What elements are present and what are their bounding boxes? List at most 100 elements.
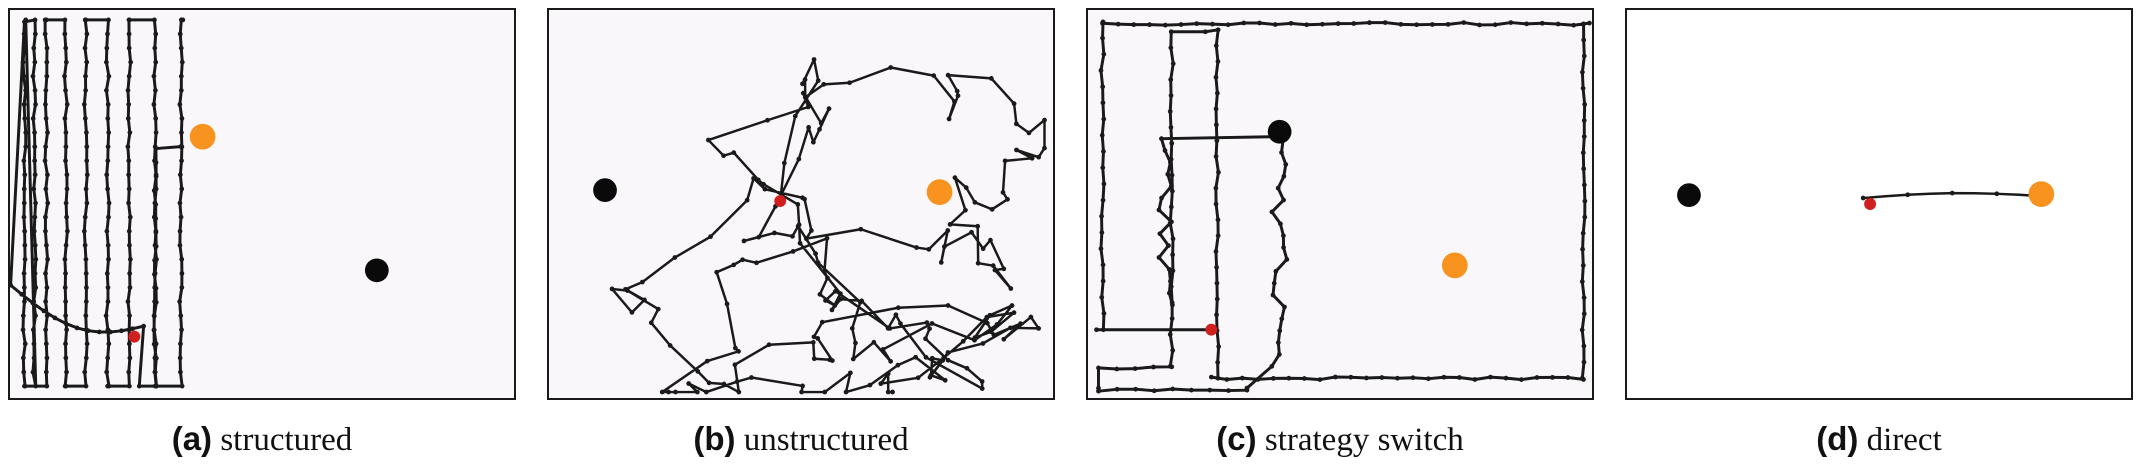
path-marker	[1036, 326, 1042, 331]
path-marker	[1009, 303, 1015, 308]
path-marker	[980, 341, 986, 346]
path-marker	[1215, 359, 1221, 365]
path-marker	[800, 81, 805, 87]
path-marker	[705, 137, 711, 143]
path-marker	[1101, 116, 1107, 122]
path-marker	[1255, 377, 1261, 382]
path-marker	[63, 355, 69, 361]
path-marker	[972, 335, 978, 340]
path-marker	[952, 99, 957, 104]
path-marker	[151, 313, 157, 319]
path-marker	[32, 271, 38, 276]
path-marker	[1580, 230, 1586, 236]
path-marker	[1379, 375, 1385, 380]
path-marker	[178, 313, 184, 319]
caption-label: direct	[1866, 422, 1942, 458]
path-marker	[30, 327, 36, 333]
path-marker	[1580, 150, 1586, 156]
path-marker	[127, 285, 133, 290]
path-marker	[33, 285, 39, 290]
trajectory-plot-structured	[10, 17, 389, 389]
path-marker	[1168, 93, 1174, 98]
path-marker	[1281, 197, 1286, 203]
path-marker	[31, 355, 37, 361]
path-marker	[152, 271, 157, 277]
path-marker	[1581, 359, 1587, 365]
path-marker	[33, 383, 39, 389]
path-marker	[895, 305, 901, 311]
path-marker	[1213, 106, 1219, 112]
path-marker	[1000, 190, 1006, 195]
path-marker	[797, 240, 803, 246]
path-marker	[963, 185, 969, 190]
path-marker	[153, 87, 158, 93]
path-marker	[151, 102, 157, 107]
path-marker	[1270, 292, 1276, 298]
panel-direct	[1625, 8, 2133, 400]
path-marker	[126, 102, 132, 107]
path-marker	[63, 313, 68, 319]
path-marker	[179, 285, 185, 290]
path-marker	[1214, 296, 1220, 302]
path-marker	[1472, 377, 1478, 382]
path-marker	[106, 341, 112, 347]
path-marker	[177, 102, 183, 107]
path-marker	[1165, 171, 1171, 177]
path-marker	[1257, 20, 1262, 26]
path-marker	[43, 102, 48, 107]
panel-unstructured	[547, 8, 1055, 400]
path-marker	[992, 267, 998, 273]
path-marker	[822, 389, 828, 395]
path-marker	[1026, 130, 1032, 136]
path-marker	[1036, 154, 1042, 160]
path-marker	[45, 130, 50, 135]
path-marker	[989, 206, 995, 212]
path-marker	[994, 322, 1000, 327]
path-marker	[104, 87, 109, 93]
path-marker	[104, 369, 110, 375]
start-marker	[1864, 198, 1877, 210]
start-marker	[128, 330, 141, 343]
path-marker	[1382, 20, 1388, 25]
path-marker	[749, 375, 754, 380]
path-marker	[732, 362, 738, 368]
path-marker	[105, 158, 111, 164]
path-marker	[104, 228, 110, 234]
path-marker	[1582, 182, 1587, 188]
path-marker	[1581, 118, 1587, 123]
path-marker	[63, 158, 68, 164]
path-marker	[153, 243, 159, 249]
path-marker	[20, 327, 26, 333]
orange-target-marker	[926, 179, 953, 205]
path-marker	[84, 158, 90, 164]
path-marker	[945, 228, 951, 233]
path-marker	[1170, 252, 1176, 258]
path-marker	[988, 237, 993, 243]
path-marker	[178, 341, 183, 347]
path-marker	[833, 288, 838, 294]
path-marker	[1571, 22, 1577, 28]
path-marker	[1099, 230, 1105, 235]
path-marker	[1284, 257, 1290, 262]
path-marker	[10, 282, 13, 288]
path-marker	[30, 116, 36, 121]
path-markers	[10, 17, 186, 389]
path-marker	[1157, 231, 1163, 237]
path-marker	[1159, 136, 1164, 142]
path-marker	[65, 228, 70, 234]
path-marker	[639, 279, 645, 285]
path-marker	[1167, 109, 1173, 114]
path-marker	[154, 383, 159, 389]
path-marker	[988, 76, 994, 81]
path-marker	[44, 73, 50, 79]
path-marker	[63, 321, 69, 326]
path-marker	[1581, 311, 1587, 317]
path-marker	[32, 87, 38, 93]
path-marker	[1214, 312, 1219, 318]
path-marker	[62, 256, 68, 262]
panel-structured	[8, 8, 516, 400]
path-marker	[32, 144, 38, 150]
path-marker	[815, 260, 821, 265]
orange-target-marker	[189, 123, 216, 150]
path-marker	[62, 116, 68, 121]
